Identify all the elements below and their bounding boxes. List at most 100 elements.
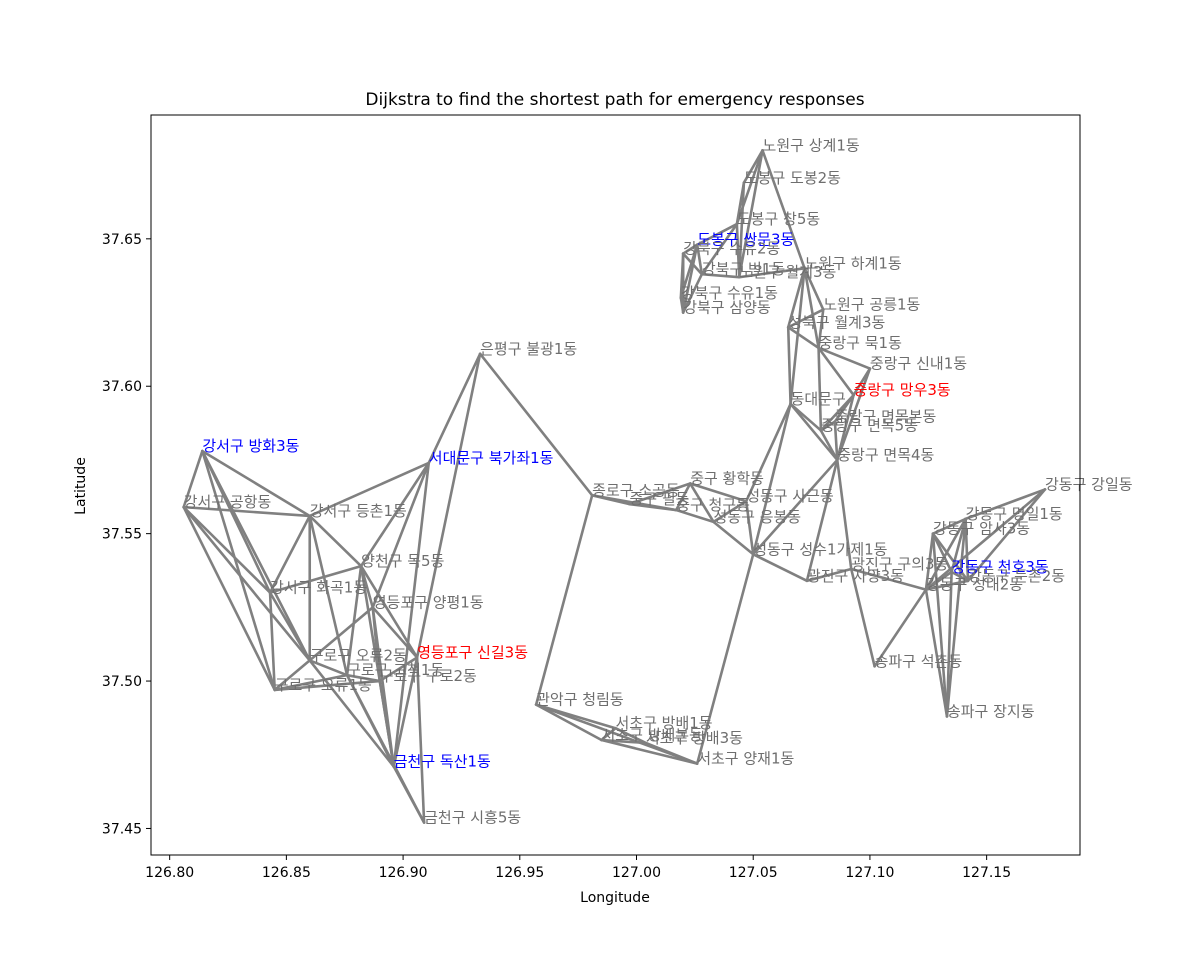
edge-27 <box>786 325 792 406</box>
edge-112 <box>600 738 699 765</box>
edge-77 <box>392 656 419 768</box>
edge-70 <box>345 564 363 677</box>
edge-6 <box>695 222 739 247</box>
edge-9 <box>681 243 699 255</box>
edge-76 <box>378 656 419 683</box>
node-label-송파구-석촌동: 송파구 석촌동 <box>875 652 963 670</box>
edge-126 <box>964 517 970 583</box>
x-tick-label: 127.15 <box>962 865 1011 881</box>
edge-22 <box>803 267 820 350</box>
node-label-강동구-강일동: 강동구 강일동 <box>1045 475 1133 493</box>
y-tick-label: 37.55 <box>102 527 142 543</box>
y-tick-label: 37.65 <box>102 232 142 248</box>
node-label-강서구-공항동: 강서구 공항동 <box>184 493 272 511</box>
edge-118 <box>945 517 967 718</box>
edge-105 <box>849 567 876 668</box>
edge-67 <box>268 564 363 594</box>
edge-100 <box>744 402 792 503</box>
node-label-영등포구-신길3동: 영등포구 신길3동 <box>417 643 528 661</box>
edge-28 <box>817 346 872 370</box>
edge-32 <box>835 367 872 462</box>
edge-110 <box>600 726 617 742</box>
edge-41 <box>819 429 839 462</box>
edge-51 <box>201 449 312 662</box>
node-label-중구-청구동: 중구 청구동 <box>676 496 750 514</box>
node-label-강동구-천호3동: 강동구 천호3동 <box>952 558 1049 576</box>
node-label-구로구-고척1동: 구로구 고척1동 <box>347 661 444 679</box>
node-label-강서구-방화3동: 강서구 방화3동 <box>202 437 299 455</box>
node-label-동대문구: 동대문구 <box>791 390 846 408</box>
x-axis: 126.80 126.85 126.90 126.95 127.00 127.05 127.… <box>145 855 1011 881</box>
edge-60 <box>182 505 312 662</box>
edge-12 <box>681 243 699 314</box>
edge-34 <box>789 402 839 462</box>
node-label-중랑구-면목본동: 중랑구 면목본동 <box>835 408 937 426</box>
edge-123 <box>931 517 967 535</box>
edge-120 <box>964 488 1047 521</box>
edge-24 <box>786 308 825 329</box>
edge-53 <box>308 461 431 518</box>
plot-frame <box>150 114 1081 856</box>
edge-59 <box>182 505 277 692</box>
node-label-구로구-오류2동: 구로구 오류2동 <box>310 646 407 664</box>
x-tick-label: 127.05 <box>729 865 778 881</box>
edge-29 <box>817 346 823 432</box>
x-tick-label: 126.80 <box>145 865 194 881</box>
node-label-성북구-월계3동: 성북구 월계3동 <box>788 313 885 331</box>
node-label-구로구-구로2동: 구로구 구로2동 <box>380 667 477 685</box>
node-label-도봉구-창5동: 도봉구 창5동 <box>737 210 821 228</box>
node-label-노원구-월계3동: 노원구 월계3동 <box>739 263 836 281</box>
edge-88 <box>345 673 426 824</box>
edge-2 <box>761 149 806 270</box>
edge-80 <box>273 659 312 692</box>
node-label-영등포구-양평1동: 영등포구 양평1동 <box>373 593 484 611</box>
edge-37 <box>819 393 855 432</box>
edge-79 <box>308 659 349 677</box>
edge-21 <box>803 267 825 311</box>
edge-49 <box>201 449 312 518</box>
node-label-관악구-청림동: 관악구 청림동 <box>536 691 624 709</box>
edge-83 <box>273 673 349 692</box>
node-label-강북구-수유1동: 강북구 수유1동 <box>681 284 778 302</box>
edge-3 <box>737 149 764 279</box>
edge-57 <box>182 505 312 518</box>
edge-121 <box>924 488 1047 591</box>
y-tick-label: 37.60 <box>102 379 142 395</box>
edge-47 <box>415 352 482 659</box>
node-label-강동구-성내2동: 강동구 성내2동 <box>926 576 1023 594</box>
edge-104 <box>805 567 853 583</box>
edge-56 <box>392 461 431 768</box>
x-tick-label: 126.90 <box>379 865 428 881</box>
edge-127 <box>931 532 953 574</box>
edge-38 <box>835 393 855 462</box>
node-label-종로구-소공동: 종로구 소공동 <box>592 481 680 499</box>
y-tick-label: 37.50 <box>102 674 142 690</box>
edge-82 <box>345 673 382 683</box>
node-label-서초구-방배본동: 서초구 방배본동 <box>601 726 703 744</box>
edge-64 <box>308 514 363 568</box>
node-label-중랑구-면목4동: 중랑구 면목4동 <box>837 446 934 464</box>
x-axis-label: Longitude <box>580 890 650 906</box>
node-label-강북구-수유2동: 강북구 수유2동 <box>683 240 780 258</box>
edge-63 <box>308 514 349 677</box>
edge-20 <box>786 267 806 329</box>
edge-66 <box>268 591 277 692</box>
edge-52 <box>201 449 277 692</box>
chart-title: Dijkstra to find the shortest path for e… <box>365 90 864 110</box>
node-label-성동구-사근동: 성동구 사근동 <box>746 487 834 505</box>
x-tick-label: 127.10 <box>845 865 894 881</box>
edge-106 <box>849 567 928 591</box>
edge-42 <box>805 458 839 583</box>
edge-96 <box>688 482 748 503</box>
node-label-서대문구-북가좌1동: 서대문구 북가좌1동 <box>429 449 554 467</box>
node-label-광진구-자양3동: 광진구 자양3동 <box>807 567 904 585</box>
edge-107 <box>534 703 603 742</box>
edge-116 <box>924 588 949 718</box>
node-label-강서구-등촌1동: 강서구 등촌1동 <box>310 502 407 520</box>
node-label-노원구-공릉1동: 노원구 공릉1동 <box>823 296 920 314</box>
node-label-중랑구-신내1동: 중랑구 신내1동 <box>870 355 967 373</box>
x-tick-label: 127.00 <box>612 865 661 881</box>
edge-8 <box>735 222 741 279</box>
